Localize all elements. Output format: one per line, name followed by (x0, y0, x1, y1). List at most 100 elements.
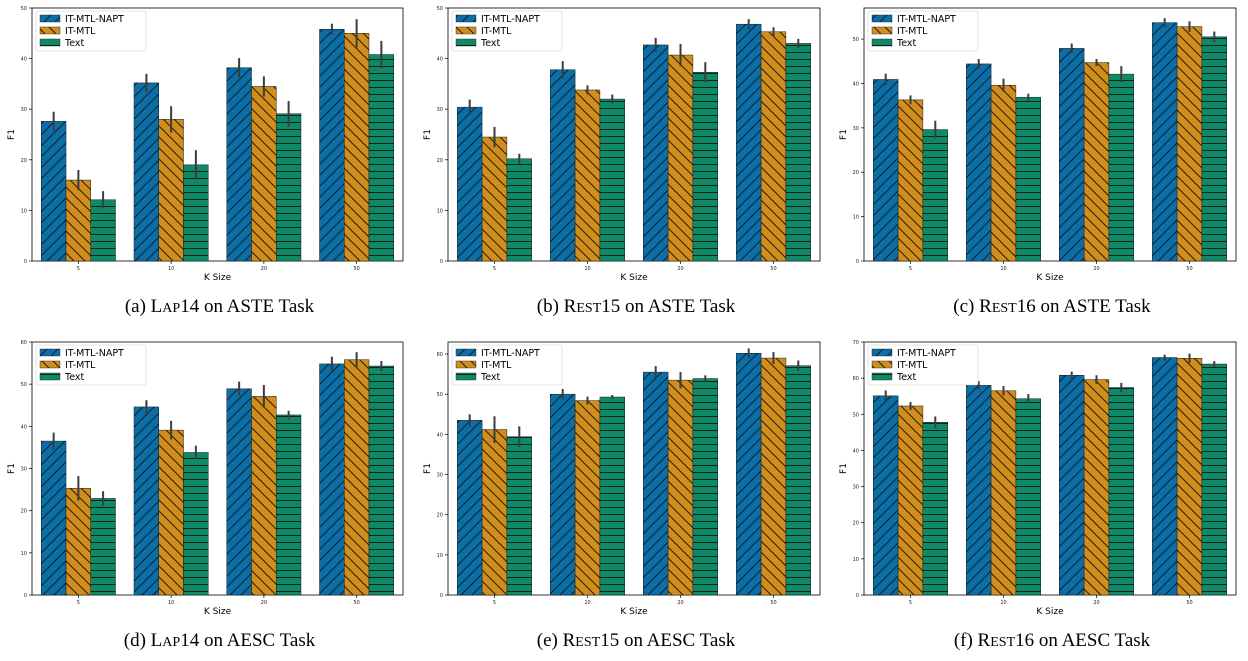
caption-prefix: (e) (537, 630, 563, 651)
legend-label: IT-MTL-NAPT (481, 14, 540, 25)
bar-hatch (1108, 387, 1134, 596)
legend-swatch-hatch (455, 38, 477, 47)
bar-hatch (643, 371, 669, 596)
bar-hatch (550, 393, 576, 596)
y-tick-label: 60 (21, 340, 27, 346)
bar-hatch (736, 352, 762, 596)
x-tick-label: 50 (353, 266, 359, 272)
y-tick-label: 0 (440, 593, 443, 599)
y-tick-label: 40 (21, 424, 27, 430)
y-tick-label: 30 (21, 467, 27, 473)
legend-box (451, 10, 563, 52)
x-tick-label: 5 (493, 266, 496, 272)
bar-hatch (65, 488, 91, 596)
y-tick-label: 30 (853, 126, 859, 132)
bar-hatch (368, 365, 394, 596)
legend-label: IT-MTL-NAPT (481, 348, 540, 359)
bar-hatch (506, 436, 532, 596)
x-tick-label: 20 (261, 266, 267, 272)
bar-hatch (966, 385, 992, 596)
bar-hatch (667, 379, 694, 596)
x-tick-label: 50 (353, 600, 359, 606)
y-axis-label: F1 (7, 129, 17, 140)
y-tick-label: 50 (21, 382, 27, 388)
bar-hatch (574, 400, 601, 596)
y-tick-label: 20 (437, 513, 443, 519)
bar-hatch (251, 86, 277, 262)
legend-swatch-hatch (39, 360, 61, 369)
y-tick-label: 40 (853, 81, 859, 87)
legend-label: IT-MTL-NAPT (65, 14, 124, 25)
legend-swatch-hatch (871, 360, 893, 369)
y-tick-label: 10 (21, 551, 27, 557)
legend-swatch-hatch (455, 14, 477, 23)
bar-hatch (506, 158, 532, 262)
bar-hatch (133, 406, 160, 596)
caption-dataset-initial: L (151, 630, 163, 651)
y-axis-label: F1 (7, 463, 17, 474)
bar-hatch (457, 106, 483, 262)
bar-hatch (1015, 96, 1041, 262)
bar-hatch (966, 63, 992, 262)
y-tick-label: 20 (853, 521, 859, 527)
x-axis-label: K Size (620, 607, 648, 617)
x-tick-label: 10 (584, 600, 590, 606)
bar-hatch (1176, 358, 1203, 596)
bar-hatch (158, 119, 184, 262)
bar-hatch (873, 79, 899, 262)
y-tick-label: 40 (437, 432, 443, 438)
legend-label: IT-MTL (897, 26, 928, 37)
axes-frame (447, 341, 821, 596)
bar-hatch (574, 89, 601, 262)
legend-swatch-hatch (871, 14, 893, 23)
y-tick-label: 50 (853, 412, 859, 418)
legend-label: Text (896, 372, 916, 383)
x-tick-label: 10 (1000, 600, 1006, 606)
y-tick-label: 10 (21, 208, 27, 214)
subfigure-caption: (f) REST16 on AESC Task (954, 630, 1151, 651)
bar-hatch (1015, 398, 1041, 596)
x-tick-label: 50 (1186, 266, 1192, 272)
legend-label: IT-MTL (897, 360, 928, 371)
x-tick-label: 10 (584, 266, 590, 272)
bar-hatch (692, 378, 718, 596)
caption-dataset-digits: 14 (180, 630, 200, 651)
y-tick-label: 40 (853, 448, 859, 454)
x-tick-label: 5 (493, 600, 496, 606)
x-axis-label: K Size (1036, 607, 1064, 617)
bar-hatch (158, 429, 184, 596)
bar-hatch (736, 23, 762, 262)
chart-panel-a: 0 10 20 30 40 50 5 10 20 50 K Size F1 IT-MTL-NAPTIT-… (7, 6, 404, 317)
caption-suffix: on AESC Task (619, 630, 736, 651)
legend-swatch-hatch (455, 372, 477, 381)
bar-hatch (1201, 36, 1227, 262)
x-tick-label: 10 (1000, 266, 1006, 272)
y-tick-label: 30 (853, 485, 859, 491)
legend-box (35, 344, 147, 386)
bar-hatch (1059, 48, 1085, 262)
caption-prefix: (a) (125, 296, 151, 317)
y-axis-label: F1 (839, 463, 849, 474)
bar-hatch (457, 420, 483, 596)
legend-label: Text (64, 38, 84, 49)
legend-label: Text (480, 372, 500, 383)
axes-frame (447, 7, 821, 262)
y-tick-label: 20 (21, 158, 27, 164)
x-axis-label: K Size (1036, 273, 1064, 283)
bar-hatch (785, 365, 811, 596)
legend-box (451, 344, 563, 386)
bar-hatch (1176, 26, 1203, 262)
bar-hatch (183, 452, 209, 596)
bar-hatch (873, 395, 899, 596)
y-tick-label: 10 (853, 557, 859, 563)
bar-hatch (760, 357, 787, 596)
bar-hatch (275, 113, 302, 262)
bar-hatch (368, 54, 394, 262)
bar-hatch (692, 72, 718, 262)
caption-suffix: on ASTE Task (199, 296, 314, 317)
x-tick-label: 20 (261, 600, 267, 606)
bar-hatch (922, 129, 948, 262)
caption-prefix: (d) (124, 630, 151, 651)
